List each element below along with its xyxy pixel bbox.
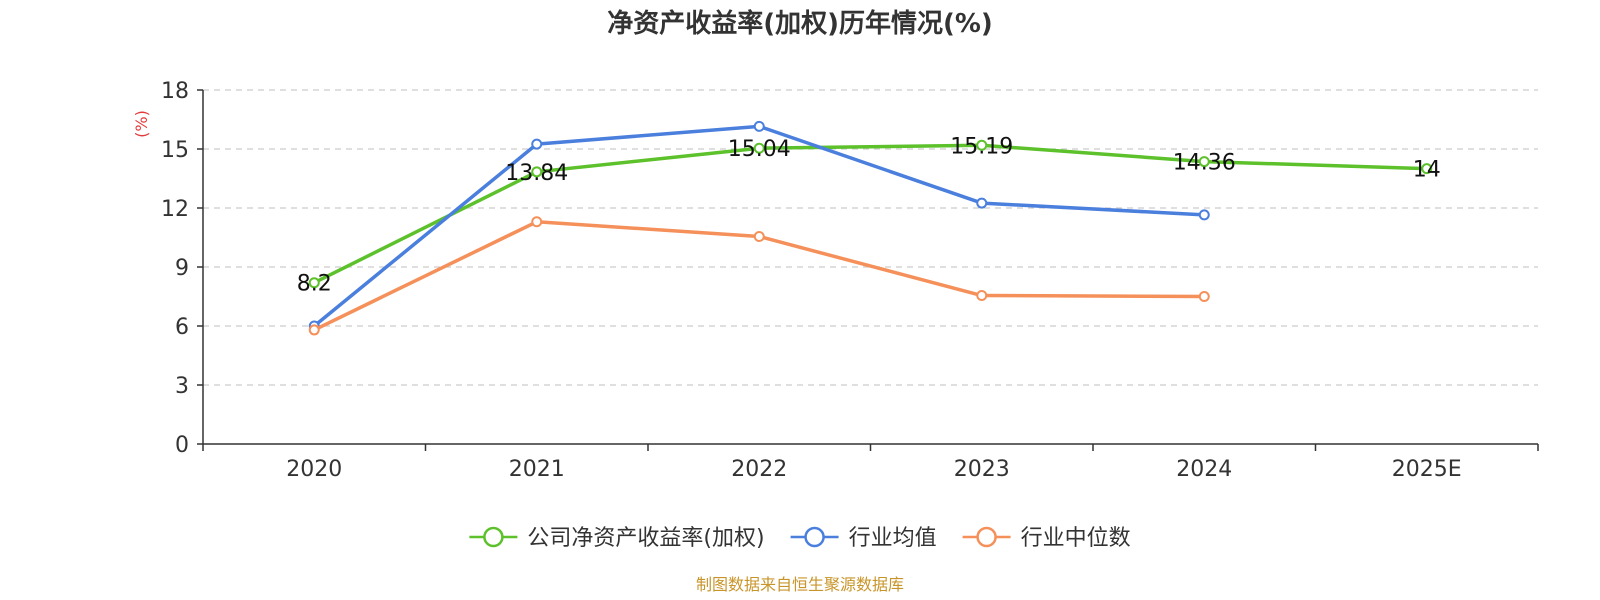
legend-item-1: 公司净资产收益率(加权) — [469, 526, 765, 551]
data-point — [976, 139, 988, 151]
data-point — [1198, 209, 1210, 221]
legend-marker — [804, 526, 825, 548]
series-2 — [308, 120, 1210, 332]
y-tick-label: 9 — [175, 256, 189, 281]
axes: 0 3 6 9 12 15 18 2020 2021 2022 2023 2024 2025E — [161, 79, 1539, 482]
y-tick-label: 15 — [161, 138, 189, 163]
legend-label: 行业均值 — [849, 526, 937, 551]
legend-label: 行业中位数 — [1021, 526, 1131, 551]
x-tick-label: 2024 — [1176, 457, 1232, 482]
data-label: 8.2 — [297, 272, 332, 297]
data-point — [308, 277, 320, 289]
data-point — [976, 290, 988, 302]
legend-marker — [976, 526, 997, 548]
x-tick-label: 2022 — [731, 457, 787, 482]
data-point — [531, 216, 543, 228]
data-label: 14 — [1413, 158, 1441, 183]
legend-item-3: 行业中位数 — [962, 526, 1131, 551]
data-point — [753, 142, 765, 154]
data-point — [753, 120, 765, 132]
x-tick-label: 2020 — [286, 457, 342, 482]
y-axis-unit-label: (%) — [132, 110, 151, 138]
data-label: 15.19 — [950, 134, 1013, 159]
series-lines — [308, 120, 1433, 336]
grid-lines — [203, 89, 1538, 386]
data-label: 14.36 — [1173, 151, 1236, 176]
legend-marker — [483, 526, 504, 548]
data-label: 13.84 — [505, 161, 568, 186]
data-labels: 8.2 13.84 15.04 15.19 14.36 14 — [297, 134, 1441, 296]
data-point — [531, 166, 543, 178]
legend-item-2: 行业均值 — [790, 526, 937, 551]
x-tick-label: 2021 — [509, 457, 565, 482]
series-1 — [308, 139, 1433, 289]
data-point — [1198, 156, 1210, 168]
data-point — [531, 138, 543, 150]
data-label: 15.04 — [728, 137, 791, 162]
y-tick-label: 0 — [175, 433, 189, 458]
legend-label: 公司净资产收益率(加权) — [527, 526, 764, 551]
x-tick-label: 2023 — [954, 457, 1010, 482]
legend: 公司净资产收益率(加权) 行业均值 行业中位数 — [469, 526, 1131, 551]
series-line — [313, 143, 1427, 285]
series-3 — [308, 216, 1210, 336]
y-tick-label: 12 — [161, 197, 189, 222]
data-point — [308, 324, 320, 336]
x-tick-label: 2025E — [1392, 457, 1462, 482]
y-tick-label: 3 — [175, 374, 189, 399]
data-point — [1421, 163, 1433, 175]
data-point — [753, 231, 765, 243]
source-note: 制图数据来自恒生聚源数据库 — [696, 575, 904, 594]
y-tick-label: 6 — [175, 315, 189, 340]
y-tick-label: 18 — [161, 79, 189, 104]
data-point — [976, 197, 988, 209]
chart-title: 净资产收益率(加权)历年情况(%) — [607, 8, 993, 39]
data-point — [1198, 291, 1210, 302]
